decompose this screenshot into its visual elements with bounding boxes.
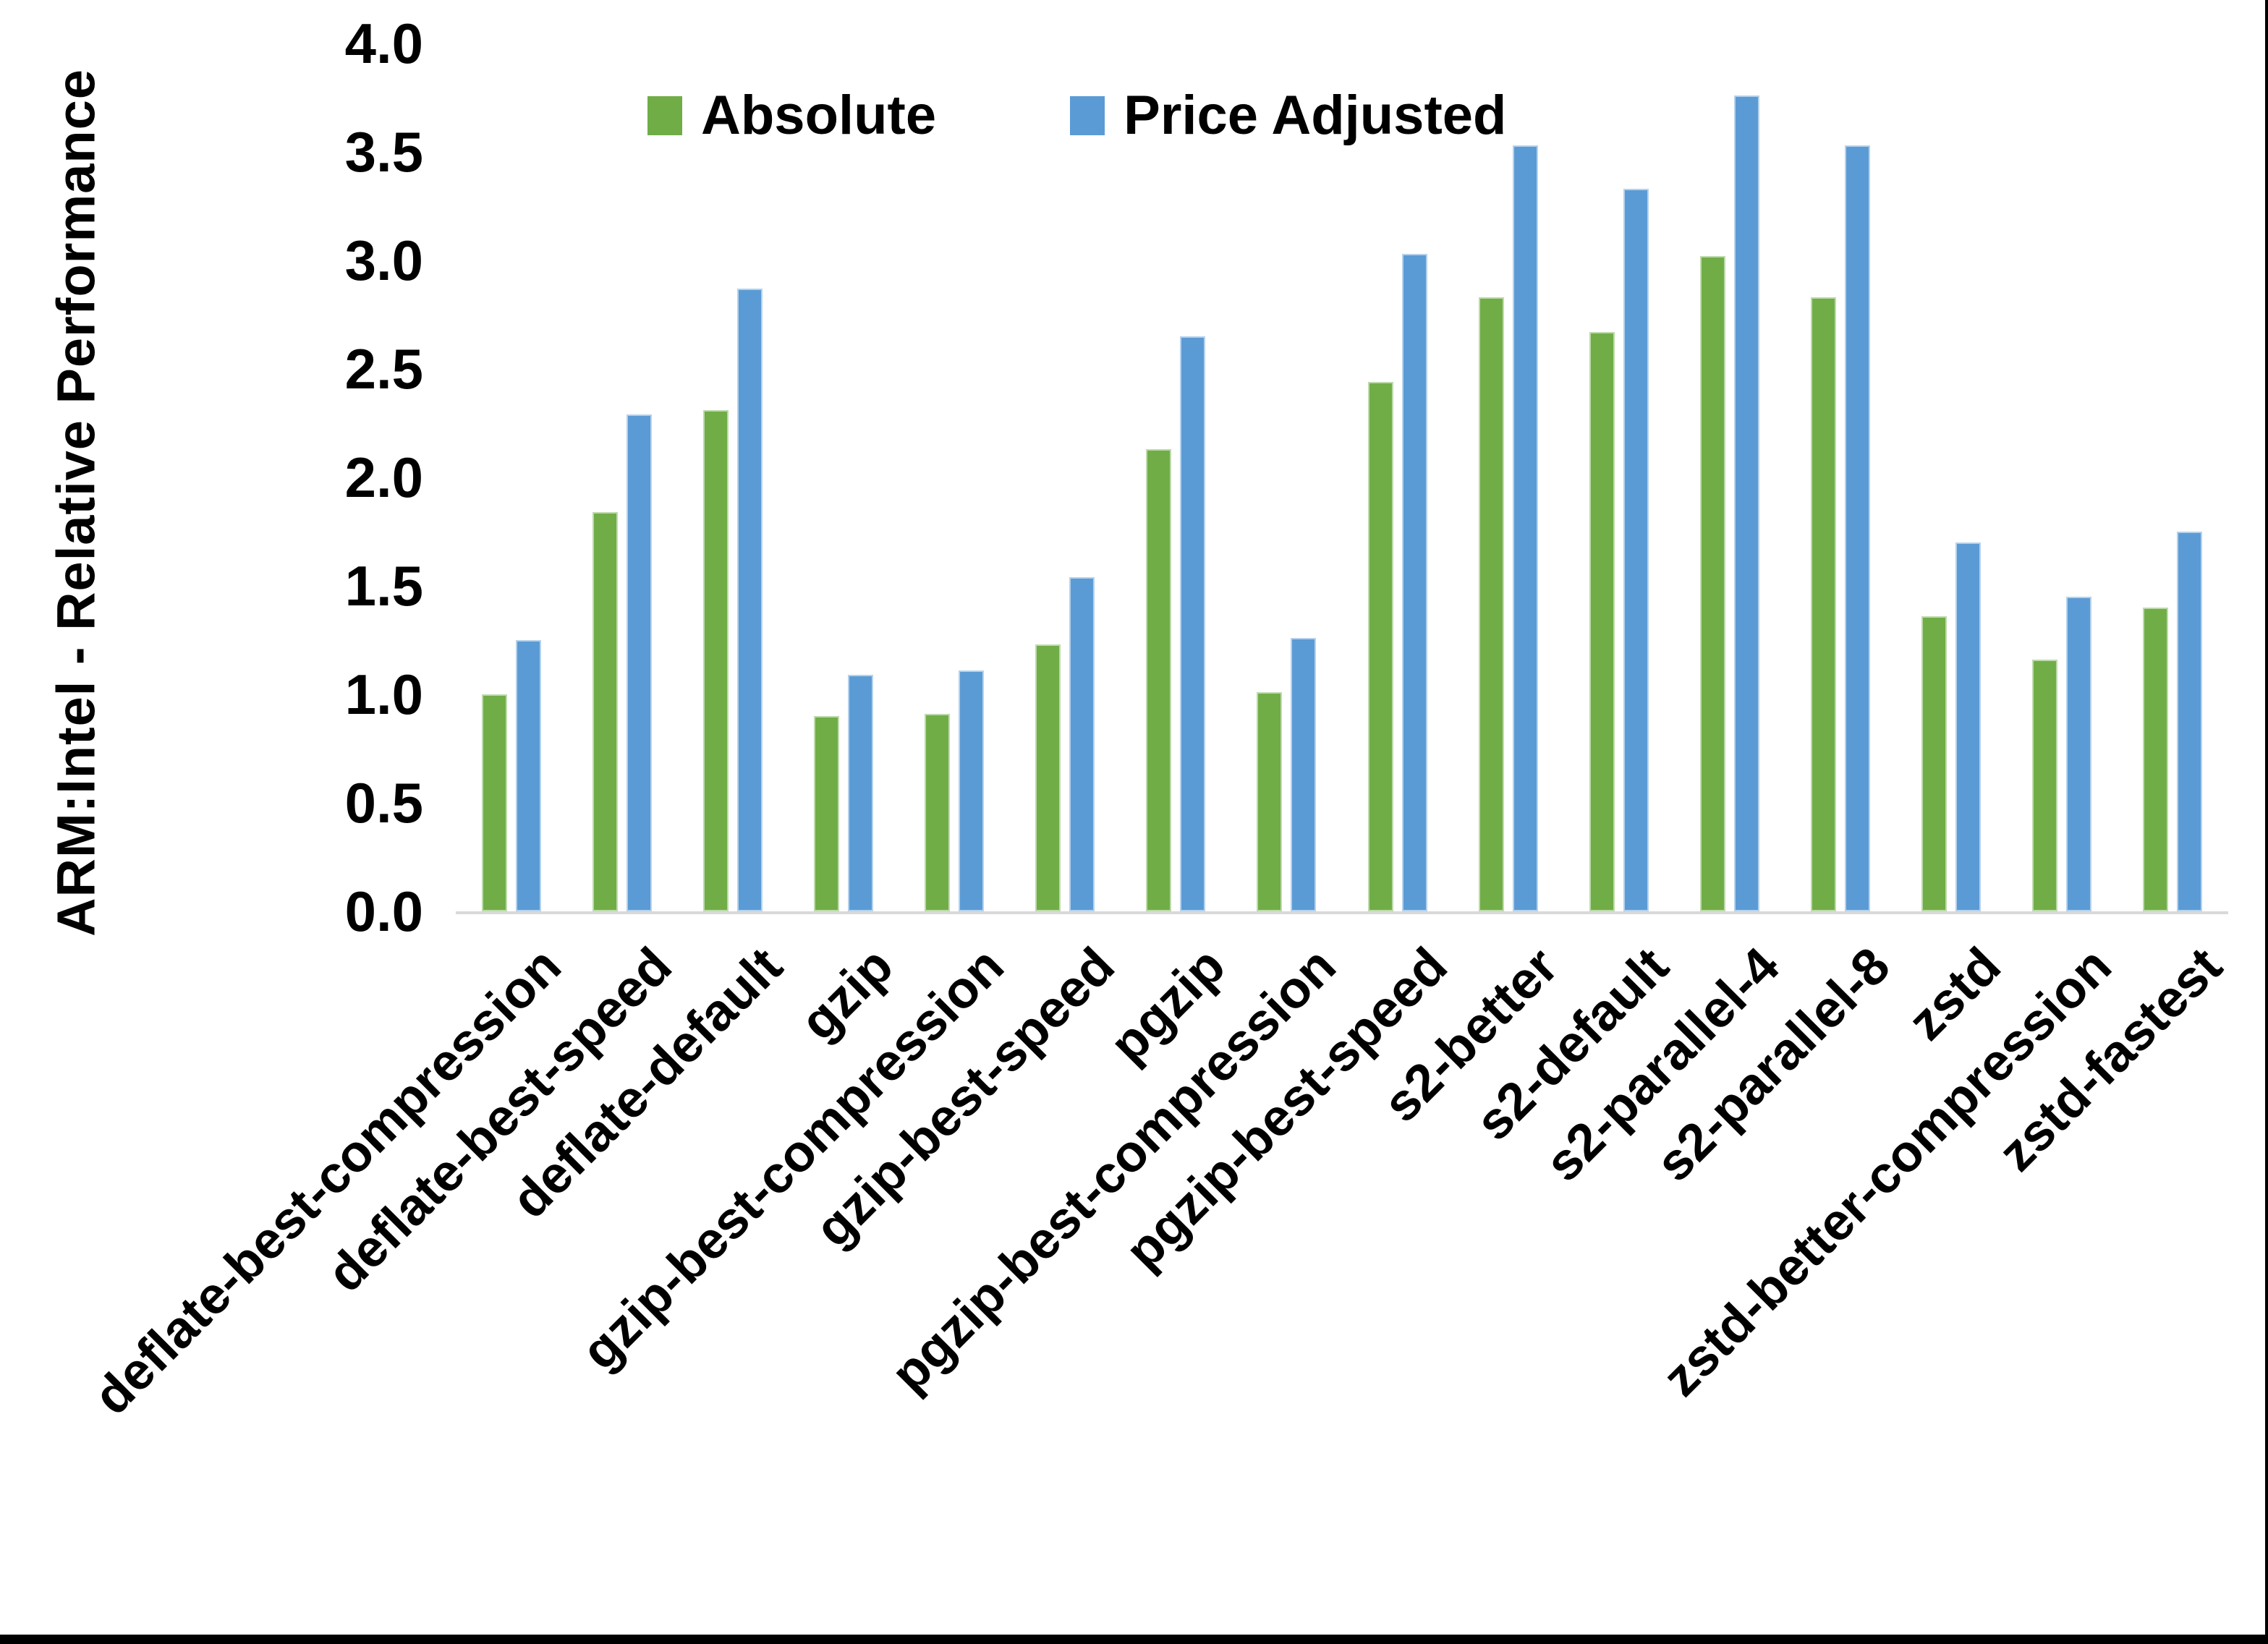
bar-price-adjusted-zstd xyxy=(1955,542,1982,911)
y-axis-title: ARM:Intel - Relative Performance xyxy=(46,69,106,937)
bar-absolute-s2-parallel-4 xyxy=(1699,256,1725,911)
bar-absolute-zstd-fastest xyxy=(2143,608,2169,911)
bar-price-adjusted-deflate-default xyxy=(736,289,763,911)
y-tick-label: 2.5 xyxy=(344,337,423,401)
bar-absolute-pgzip-best-compression xyxy=(1257,692,1283,911)
bar-absolute-deflate-default xyxy=(702,410,729,911)
bar-absolute-zstd xyxy=(1921,616,1948,911)
bottom-border-bar xyxy=(0,1635,2268,1644)
bar-absolute-deflate-best-speed xyxy=(592,512,618,911)
bar-price-adjusted-s2-parallel-4 xyxy=(1733,95,1759,911)
bar-absolute-s2-better xyxy=(1478,297,1504,911)
bar-absolute-s2-parallel-8 xyxy=(1811,297,1837,911)
bar-absolute-pgzip xyxy=(1146,449,1172,911)
legend-item-absolute: Absolute xyxy=(647,88,936,143)
legend-item-price-adjusted: Price Adjusted xyxy=(1070,88,1506,143)
absolute-series-swatch-icon xyxy=(647,96,682,135)
y-tick-label: 1.0 xyxy=(344,663,423,726)
y-tick-label: 2.0 xyxy=(344,446,423,509)
right-edge-line xyxy=(2265,0,2268,1644)
bar-price-adjusted-s2-default xyxy=(1623,189,1649,911)
legend-label-price-adjusted: Price Adjusted xyxy=(1124,85,1507,146)
bar-price-adjusted-s2-better xyxy=(1512,145,1538,911)
y-tick-label: 0.0 xyxy=(344,880,423,943)
price-adjusted-series-swatch-icon xyxy=(1070,96,1105,135)
bar-price-adjusted-pgzip-best-speed xyxy=(1401,254,1427,911)
y-tick-label: 3.5 xyxy=(344,120,423,184)
bar-price-adjusted-zstd-fastest xyxy=(2177,532,2203,911)
y-tick-label: 0.5 xyxy=(344,771,423,835)
bar-price-adjusted-s2-parallel-8 xyxy=(1845,145,1871,911)
bar-absolute-zstd-better-compression xyxy=(2032,660,2058,911)
bar-price-adjusted-deflate-best-speed xyxy=(626,414,652,911)
bar-price-adjusted-deflate-best-compression xyxy=(515,640,541,911)
y-tick-label: 3.0 xyxy=(344,229,423,292)
y-tick-label: 4.0 xyxy=(344,12,423,75)
bar-price-adjusted-zstd-better-compression xyxy=(2066,597,2092,911)
bar-absolute-gzip-best-speed xyxy=(1035,644,1061,911)
plot-area xyxy=(456,43,2228,914)
bar-absolute-gzip-best-compression xyxy=(925,714,951,911)
bar-absolute-pgzip-best-speed xyxy=(1367,382,1393,911)
bar-absolute-gzip xyxy=(813,716,839,911)
legend-label-absolute: Absolute xyxy=(701,85,937,146)
bar-price-adjusted-gzip-best-compression xyxy=(959,670,985,911)
y-tick-label: 1.5 xyxy=(344,554,423,618)
bar-price-adjusted-pgzip-best-compression xyxy=(1291,638,1317,911)
bar-absolute-deflate-best-compression xyxy=(481,694,507,911)
legend: Absolute Price Adjusted xyxy=(647,88,1506,143)
bar-absolute-s2-default xyxy=(1589,332,1615,911)
bar-price-adjusted-pgzip xyxy=(1180,336,1206,911)
bar-price-adjusted-gzip xyxy=(847,675,873,911)
bar-price-adjusted-gzip-best-speed xyxy=(1069,577,1095,911)
